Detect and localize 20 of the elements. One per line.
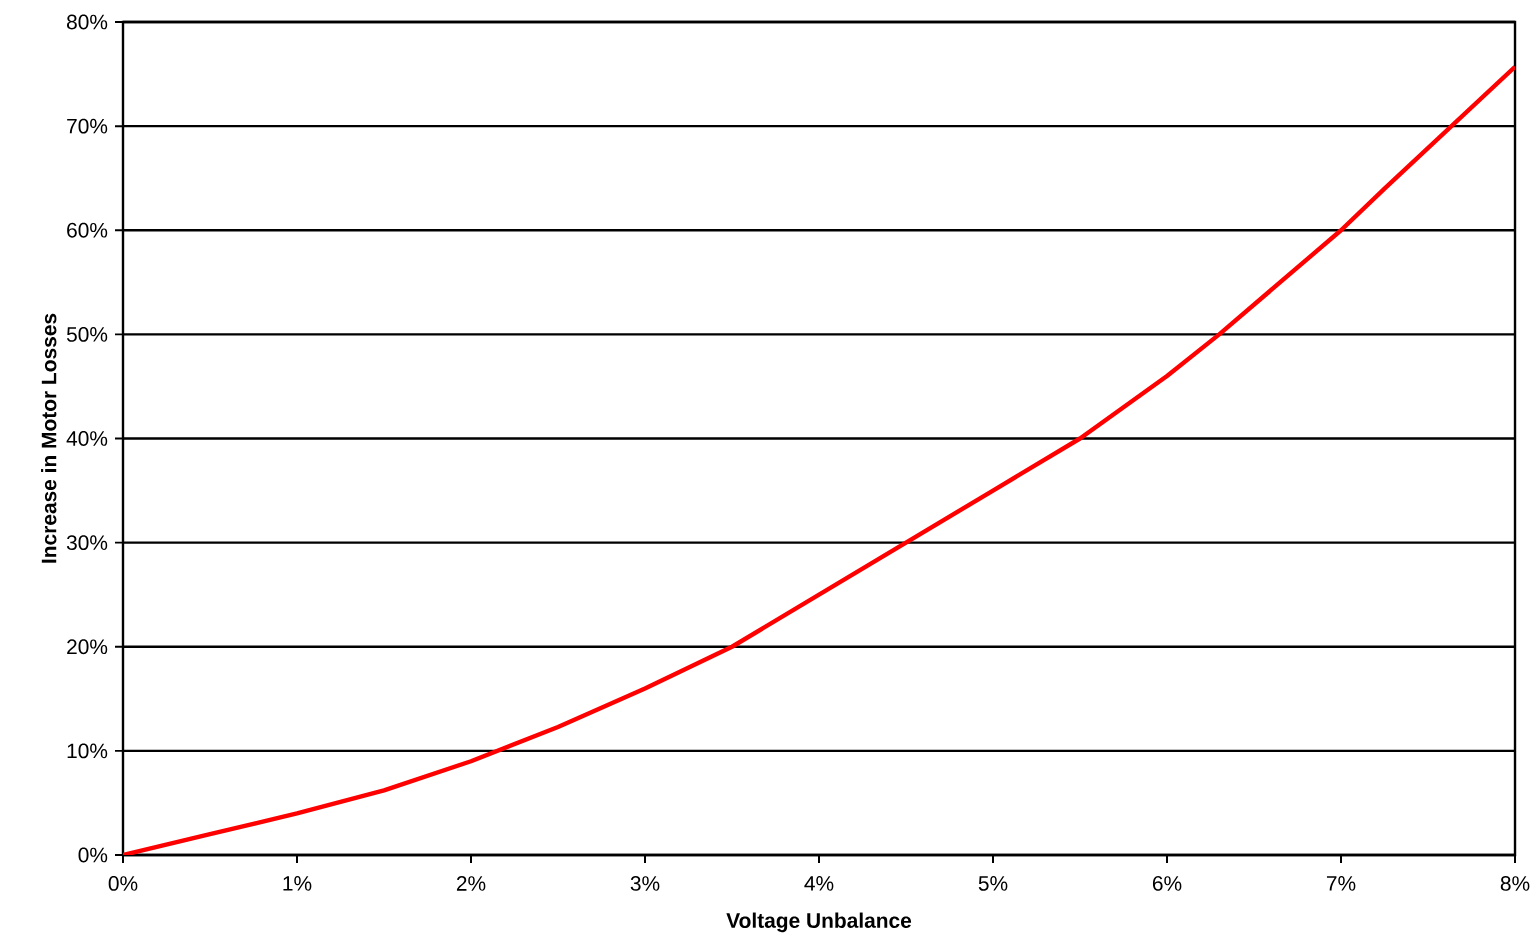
y-tick-label: 10% xyxy=(67,743,108,759)
y-tick-label: 40% xyxy=(66,431,108,446)
x-tick-label: 2% xyxy=(456,876,486,891)
x-tick-label: 3% xyxy=(630,876,660,891)
x-tick-label: 7% xyxy=(1326,876,1356,891)
x-tick-label: 1% xyxy=(283,876,312,891)
y-tick-label: 80% xyxy=(66,14,108,30)
y-tick-label: 30% xyxy=(66,535,108,551)
y-tick-label: 70% xyxy=(67,118,108,134)
x-tick-label: 5% xyxy=(978,876,1008,891)
x-tick-label: 6% xyxy=(1152,876,1182,891)
y-axis-title: Increase in Motor Losses xyxy=(41,313,57,563)
y-tick-label: 60% xyxy=(67,222,108,238)
y-tick-label: 50% xyxy=(66,326,108,342)
x-tick-label: 4% xyxy=(804,876,834,891)
y-tick-label: 0% xyxy=(78,847,108,863)
x-tick-label: 0% xyxy=(108,876,138,891)
x-axis-title: Voltage Unbalance xyxy=(726,912,912,933)
x-tick-label: 8% xyxy=(1500,876,1530,891)
y-tick-label: 20% xyxy=(67,639,108,655)
